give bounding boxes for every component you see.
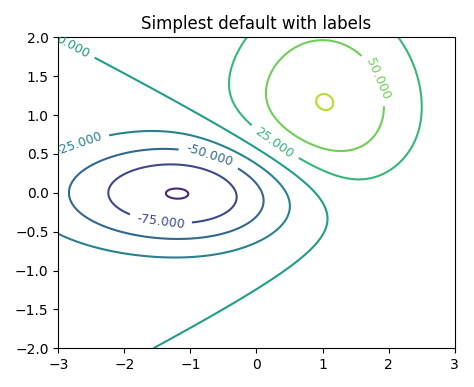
Text: -75.000: -75.000: [136, 212, 185, 231]
Text: 50.000: 50.000: [363, 56, 392, 102]
Text: 25.000: 25.000: [253, 125, 296, 161]
Title: Simplest default with labels: Simplest default with labels: [141, 15, 372, 33]
Text: -50.000: -50.000: [184, 142, 235, 170]
Text: 0.000: 0.000: [54, 32, 92, 60]
Text: -25.000: -25.000: [54, 129, 104, 158]
